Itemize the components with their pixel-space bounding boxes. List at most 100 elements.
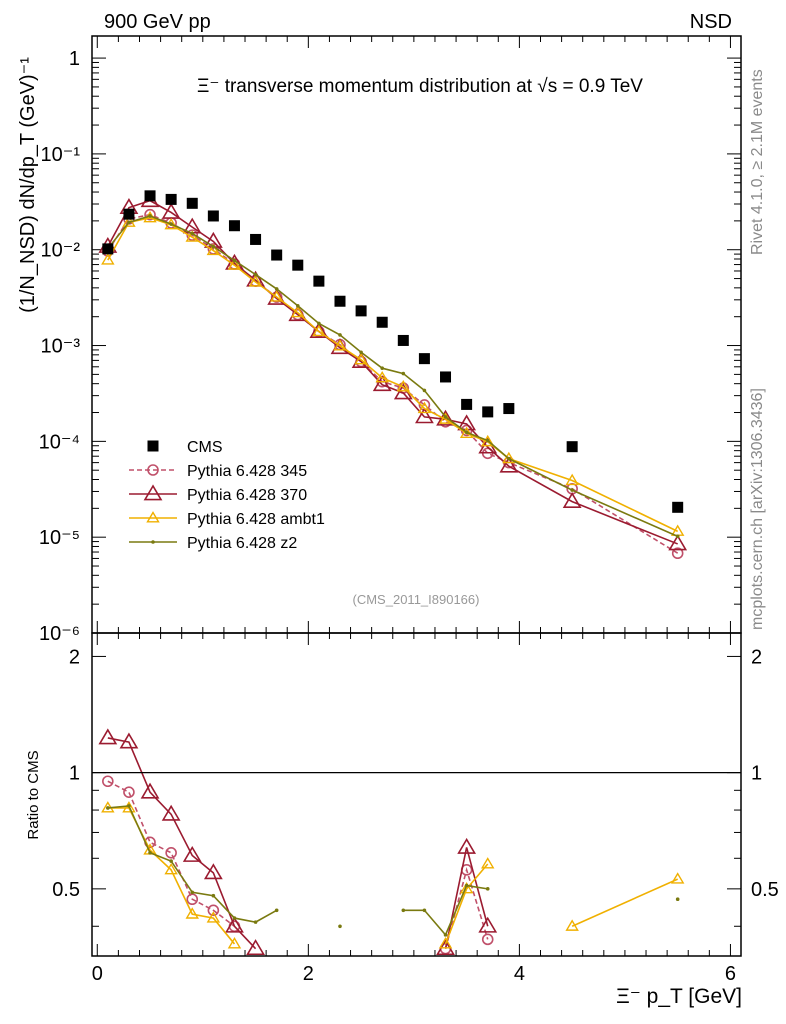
mcplots-reference-text: mcplots.cern.ch [arXiv:1306.3436] [749,388,766,630]
ratio-point-3 [422,908,427,913]
series-point-1 [499,456,519,473]
ratio-point-0 [207,904,220,917]
series-point-2 [417,401,432,414]
series-point-2 [248,275,263,287]
ratio-line-2 [444,863,489,945]
cms-data-point [334,295,346,307]
legend-marker [146,511,160,523]
cms-data-point [228,220,240,232]
ratio-point-3 [211,893,216,898]
cms-data-point [313,275,325,287]
ratio-point-2 [565,919,579,931]
x-tick-label: 6 [725,963,736,985]
series-point-2 [312,324,326,337]
series-point-0 [144,208,156,221]
series-point-3 [507,456,511,461]
series-point-2 [164,217,178,230]
ratio-point-3 [253,920,258,924]
series-point-1 [415,407,434,424]
ratio-point-3 [485,887,490,891]
header-left: 900 GeV pp [104,11,211,33]
cms-data-point [165,193,177,205]
series-point-3 [169,222,173,226]
ratio-point-2 [670,872,685,884]
ratio-point-2 [227,937,242,949]
ratio-point-3 [338,924,342,929]
ratio-series [98,728,685,956]
cms-data-point [397,334,409,346]
series-point-2 [227,258,242,270]
cms-data-point [503,403,515,415]
series-point-0 [671,547,684,560]
ratio-point-2 [122,801,136,813]
ratio-point-3 [127,804,131,808]
series-point-1 [457,414,477,431]
y-axis-label: (1/N_NSD) dN/dp_T (GeV)⁻¹ [17,57,39,313]
legend-label: Pythia 6.428 ambt1 [187,511,325,528]
ratio-tick-label: 2 [69,646,80,668]
cms-data-point [376,316,388,328]
series-point-3 [295,303,300,308]
legend-label: Pythia 6.428 345 [187,463,307,480]
series-point-3 [359,350,363,355]
series-line-3 [107,215,679,538]
ratio-point-2 [185,907,199,919]
ratio-line-1 [444,847,489,949]
ratio-point-2 [459,881,474,894]
cms-data-point [144,190,156,202]
series-point-3 [464,430,469,435]
cms-data-point [102,243,114,255]
main-axes: 1 10⁻¹ 10⁻² 10⁻³ 10⁻⁴ 10⁻⁵ 10⁻⁶ [39,36,741,645]
series-point-3 [675,534,680,539]
ratio-axis-label: Ratio to CMS [25,750,42,839]
ratio-point-2 [164,862,178,875]
ratio-tick-label-right: 1 [751,763,762,785]
series-point-2 [185,230,199,242]
series-point-3 [422,388,427,393]
cms-data-point [207,210,219,222]
series-point-2 [502,451,516,464]
ratio-point-1 [140,782,160,799]
series-point-2 [565,473,579,486]
ratio-tick-label-right: 2 [751,646,762,668]
series-point-2 [206,243,221,256]
series-point-3 [274,287,279,291]
cms-data-point [440,371,452,383]
ratio-point-2 [481,857,495,869]
y-tick-label: 10⁻⁵ [39,527,80,549]
legend-marker [151,540,155,544]
ratio-point-3 [106,806,110,810]
series-point-3 [127,220,131,225]
series-point-3 [401,371,406,376]
series-point-1 [668,534,688,551]
chart-title: Ξ⁻ transverse momentum distribution at √… [197,76,643,97]
ratio-point-3 [464,883,469,888]
ratio-point-0 [481,933,494,946]
legend-label: Pythia 6.428 370 [187,487,307,504]
ratio-plot-frame [91,632,742,957]
legend-label: CMS [187,439,223,456]
ratio-line-0 [444,866,489,949]
series-point-1 [562,492,582,509]
legend-marker [143,484,163,501]
ratio-point-0 [165,846,177,859]
series-point-3 [570,488,574,492]
cms-data-point [418,353,430,365]
rivet-version-text: Rivet 4.1.0, ≥ 2.1M events [749,69,766,255]
ratio-point-1 [182,845,202,862]
series-point-2 [375,370,389,383]
x-axis-label: Ξ⁻ p_T [GeV] [616,985,742,1008]
ratio-point-0 [123,786,135,798]
ratio-tick-label: 0.5 [52,879,80,901]
cms-data-point [461,398,473,410]
ratio-point-1 [98,728,118,745]
ratio-point-0 [186,893,199,906]
ratio-point-3 [232,916,237,920]
series-point-3 [211,244,216,249]
ratio-tick-label: 1 [69,763,80,785]
ratio-point-2 [206,911,221,923]
series-point-2 [333,339,347,351]
y-tick-label: 10⁻⁶ [39,623,80,645]
series-point-3 [380,366,385,371]
